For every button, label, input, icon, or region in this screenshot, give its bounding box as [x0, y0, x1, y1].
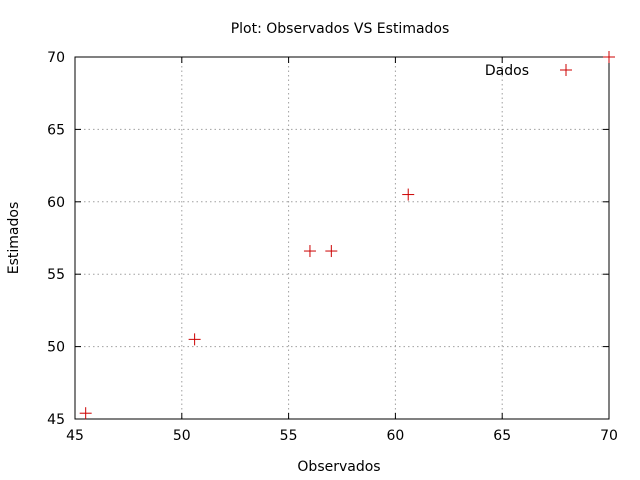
x-axis: 45 50 55 60 65 70 — [66, 57, 618, 444]
y-tick-label: 50 — [47, 340, 65, 356]
y-tick-label: 70 — [47, 50, 65, 66]
x-tick-label: 60 — [386, 428, 404, 444]
x-axis-label: Observados — [297, 459, 380, 475]
data-point — [303, 245, 316, 258]
x-tick-label: 50 — [173, 428, 191, 444]
legend-label: Dados — [485, 63, 529, 79]
data-points — [79, 51, 615, 420]
chart-title: Plot: Observados VS Estimados — [231, 21, 450, 37]
y-tick-label: 45 — [47, 412, 65, 428]
x-tick-label: 65 — [493, 428, 511, 444]
y-tick-label: 65 — [47, 122, 65, 138]
x-tick-label: 55 — [280, 428, 298, 444]
y-axis-label: Estimados — [6, 202, 22, 274]
plot-frame — [74, 56, 610, 420]
y-tick-label: 55 — [47, 267, 65, 283]
legend-marker — [560, 64, 572, 76]
grid-lines — [75, 57, 609, 419]
data-point — [79, 407, 92, 420]
legend-marker-symbol — [560, 64, 572, 76]
data-point — [402, 188, 415, 201]
y-axis: 45 50 55 60 65 70 — [47, 50, 609, 428]
legend: Dados — [485, 63, 572, 79]
data-point — [325, 245, 338, 258]
data-point — [603, 51, 615, 63]
x-tick-label: 70 — [600, 428, 618, 444]
y-tick-label: 60 — [47, 195, 65, 211]
x-tick-label: 45 — [66, 428, 84, 444]
data-point — [188, 333, 201, 346]
